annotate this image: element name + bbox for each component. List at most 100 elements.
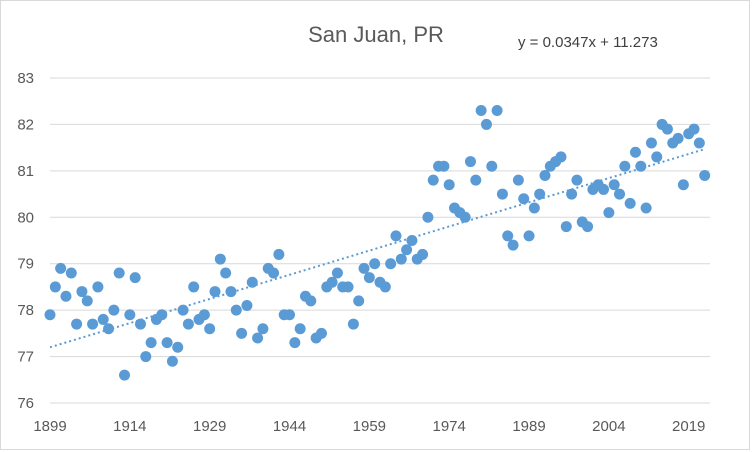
x-tick-label: 1989 [512,418,545,435]
data-point [198,309,210,321]
x-tick-label: 1899 [33,418,66,435]
data-point [385,258,397,270]
data-point [358,262,370,274]
x-tick-label: 1944 [273,418,306,435]
data-point [76,286,88,298]
data-point [129,272,141,284]
data-points [44,105,711,381]
data-point [134,318,146,330]
data-point [246,276,258,288]
data-point [598,183,610,195]
data-point [645,137,657,149]
x-tick-label: 2004 [592,418,625,435]
data-point [528,202,540,214]
data-point [661,123,673,135]
x-tick-label: 1974 [433,418,466,435]
data-point [635,160,647,172]
data-point [113,267,125,279]
data-point [225,286,237,298]
data-point [390,230,402,242]
trendline [49,148,705,349]
data-point [470,174,482,186]
data-point [369,258,381,270]
data-point [438,160,450,172]
data-point [427,174,439,186]
y-tick-label: 77 [17,349,34,366]
data-point [204,323,216,335]
x-tick-label: 1914 [113,418,146,435]
data-point [507,239,519,251]
x-tick-label: 1959 [353,418,386,435]
data-point [188,281,200,293]
data-point [443,179,455,191]
data-point [603,207,615,219]
data-point [560,221,572,233]
data-point [640,202,652,214]
data-point [422,211,434,223]
gridlines [50,77,710,404]
data-point [49,281,61,293]
data-point [651,151,663,163]
data-point [161,337,173,349]
data-point [486,160,498,172]
data-point [518,193,530,205]
data-point [55,262,67,274]
data-point [108,304,120,316]
data-point [347,318,359,330]
data-point [305,295,317,307]
data-point [459,211,471,223]
data-point [534,188,546,200]
data-point [353,295,365,307]
data-point [672,132,684,144]
y-tick-label: 76 [17,395,34,412]
data-point [124,309,136,321]
data-point [342,281,354,293]
data-point [502,230,514,242]
data-point [257,323,269,335]
data-point [230,304,242,316]
data-point [379,281,391,293]
data-point [71,318,83,330]
data-point [614,188,626,200]
data-point [688,123,700,135]
data-point [677,179,689,191]
data-point [119,369,131,381]
data-point [512,174,524,186]
data-point [252,332,264,344]
data-point [284,309,296,321]
data-point [395,253,407,265]
data-point [65,267,77,279]
y-axis: 76 77 78 79 80 81 82 83 [17,70,34,412]
data-point [555,151,567,163]
data-point [608,179,620,191]
data-point [523,230,535,242]
x-axis: 1899 1914 1929 1944 1959 1974 1989 2004 2019 [33,418,705,435]
data-point [496,188,508,200]
data-point [406,235,418,246]
data-point [241,300,253,311]
chart-title: San Juan, PR [308,22,444,47]
data-point [236,327,248,339]
x-tick-label: 1929 [193,418,226,435]
y-tick-label: 82 [17,116,34,133]
data-point [81,295,93,307]
data-point [172,341,184,353]
trendline-equation: y = 0.0347x + 11.273 [518,34,658,51]
data-point [268,267,280,279]
data-point [629,146,641,158]
data-point [417,248,429,260]
y-tick-label: 81 [17,163,34,180]
y-tick-label: 80 [17,209,34,226]
data-point [273,248,285,260]
data-point [214,253,226,265]
data-point [624,197,636,209]
data-point [44,309,56,321]
data-point [699,170,711,181]
data-point [294,323,306,335]
data-point [166,355,178,367]
data-point [582,221,594,233]
data-point [209,286,221,298]
data-point [571,174,583,186]
data-point [566,188,578,200]
